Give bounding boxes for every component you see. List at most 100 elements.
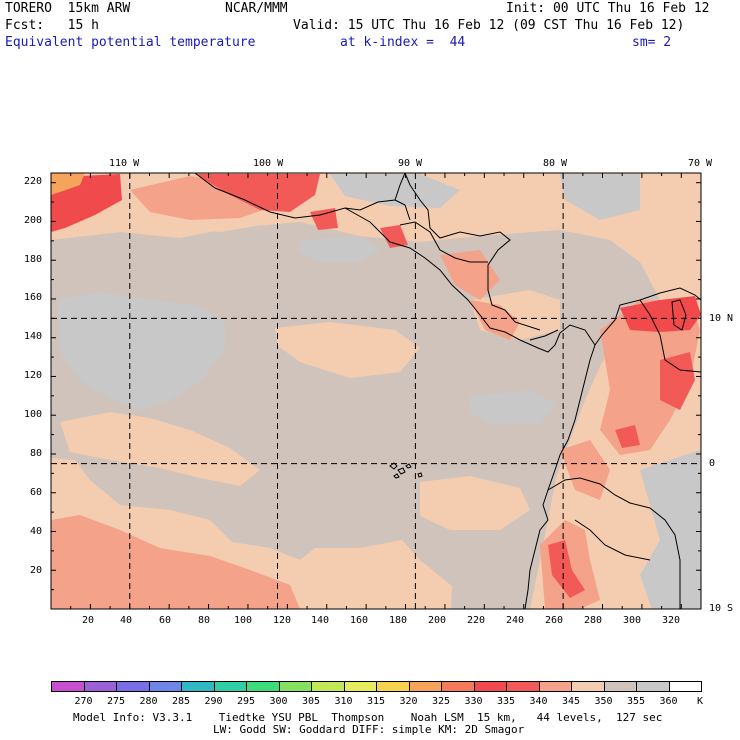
- color-bar-swatch: [246, 681, 279, 692]
- color-bar-label: 300: [269, 696, 288, 707]
- x-tick-label: 180: [389, 615, 408, 626]
- color-bar-label: 310: [334, 696, 353, 707]
- color-bar-swatch: [51, 681, 84, 692]
- y-tick-label: 220: [24, 176, 43, 187]
- galapagos-2: [397, 467, 406, 475]
- yucatan-coast: [404, 172, 541, 331]
- theta-330-patch-2: [195, 174, 320, 212]
- forecast-hour: Fcst: 15 h: [5, 18, 99, 33]
- color-bar-label: 280: [139, 696, 158, 707]
- guatemala-border: [394, 199, 411, 221]
- color-bar-swatch: [408, 681, 442, 692]
- model-physics: LW: Godd SW: Goddard DIFF: simple KM: 2D…: [213, 723, 525, 736]
- y-tick-label: 100: [24, 409, 43, 420]
- colombia-pacific-coast: [524, 344, 596, 610]
- x-tick-label: 80: [198, 615, 211, 626]
- theta-340-band-6: [470, 300, 520, 340]
- y-tick-label: 80: [30, 448, 43, 459]
- x-tick-label: 100: [234, 615, 253, 626]
- y-tick-label: 200: [24, 215, 43, 226]
- color-bar-label: 290: [204, 696, 223, 707]
- theta-345-band-2: [60, 412, 260, 486]
- color-bar-label: 325: [432, 696, 451, 707]
- theta-340-band-4: [600, 300, 700, 455]
- theta-330-patch-7: [310, 208, 338, 230]
- andes-border-2: [547, 477, 681, 609]
- color-bar-label: 275: [107, 696, 126, 707]
- x-tick-label: 280: [584, 615, 603, 626]
- ecuador-peru-border: [574, 519, 651, 561]
- theta-330-patch-6: [548, 540, 585, 598]
- central-america-north-coast: [344, 172, 406, 211]
- lat-label-0: 0: [709, 458, 716, 469]
- south-america-coast: [559, 287, 702, 346]
- theta-355-patch-5: [470, 390, 556, 424]
- theta-355-patch-6: [640, 450, 701, 609]
- color-bar-label: 355: [627, 696, 646, 707]
- x-tick-label: 260: [545, 615, 564, 626]
- theta-355-patch-2: [135, 306, 220, 360]
- theta-340-band-1: [51, 515, 300, 609]
- color-bar-swatch: [506, 681, 539, 692]
- x-tick-label: 40: [120, 615, 133, 626]
- color-bar-swatch: [83, 681, 117, 692]
- theta-330-patch-8: [380, 225, 408, 248]
- color-bar-swatch: [278, 681, 312, 692]
- y-tick-label: 20: [30, 565, 43, 576]
- y-tick-label: 60: [30, 487, 43, 498]
- init-time: Init: 00 UTC Thu 16 Feb 12: [506, 1, 710, 16]
- theta-345-band-3: [420, 476, 530, 530]
- color-bar-label: 285: [172, 696, 191, 707]
- color-bar-swatch: [571, 681, 604, 692]
- x-tick-label: 140: [311, 615, 330, 626]
- lat-label-10n: 10 N: [709, 313, 734, 324]
- color-bar-label: 315: [367, 696, 386, 707]
- theta-340-band-7: [560, 440, 610, 500]
- color-bar-swatch: [473, 681, 507, 692]
- x-tick-label: 240: [506, 615, 525, 626]
- lake-maracaibo: [671, 299, 687, 331]
- map-frame: [50, 172, 702, 610]
- x-tick-label: 20: [82, 615, 95, 626]
- coastlines: [194, 172, 702, 610]
- color-bar-label: 345: [562, 696, 581, 707]
- x-tick-label: 160: [350, 615, 369, 626]
- x-tick-label: 300: [623, 615, 642, 626]
- theta-355-patch-7: [560, 174, 640, 220]
- y-tick-label: 160: [24, 292, 43, 303]
- grid-lines: [51, 173, 701, 609]
- color-bar-swatch: [311, 681, 344, 692]
- theta-355-patch-3: [300, 236, 380, 262]
- y-tick-label: 180: [24, 254, 43, 265]
- color-bar-label: 330: [464, 696, 483, 707]
- x-tick-label: 220: [467, 615, 486, 626]
- galapagos-3: [405, 463, 412, 469]
- model-name: TORERO 15km ARW: [5, 1, 131, 16]
- color-bar-swatch: [636, 681, 669, 692]
- color-bar-swatch: [668, 681, 702, 692]
- theta-345-band-1: [275, 322, 420, 378]
- y-tick-label: 140: [24, 331, 43, 342]
- lon-label-110w: 110 W: [109, 158, 140, 169]
- color-bar-swatch: [376, 681, 409, 692]
- theta-330-patch-3: [620, 296, 701, 332]
- color-bar-swatch: [603, 681, 637, 692]
- lat-label-10s: 10 S: [709, 603, 734, 614]
- x-tick-label: 200: [428, 615, 447, 626]
- field-name: Equivalent potential temperature: [5, 35, 256, 50]
- x-tick-label: 120: [273, 615, 292, 626]
- panama-isthmus: [529, 329, 559, 341]
- galapagos-4: [393, 473, 400, 479]
- level-index: at k-index = 44: [340, 35, 466, 50]
- color-bar-swatch: [181, 681, 214, 692]
- color-bar-swatch: [441, 681, 474, 692]
- theta-355-patch-4: [330, 174, 460, 208]
- y-tick-label: 40: [30, 526, 43, 537]
- color-bar-label: 305: [302, 696, 321, 707]
- color-bar-swatch: [213, 681, 247, 692]
- color-bar-label: 335: [497, 696, 516, 707]
- color-bar-swatch: [148, 681, 182, 692]
- color-bar-label: 270: [74, 696, 93, 707]
- andes-border-1: [639, 299, 702, 373]
- central-america-coast: [194, 172, 561, 353]
